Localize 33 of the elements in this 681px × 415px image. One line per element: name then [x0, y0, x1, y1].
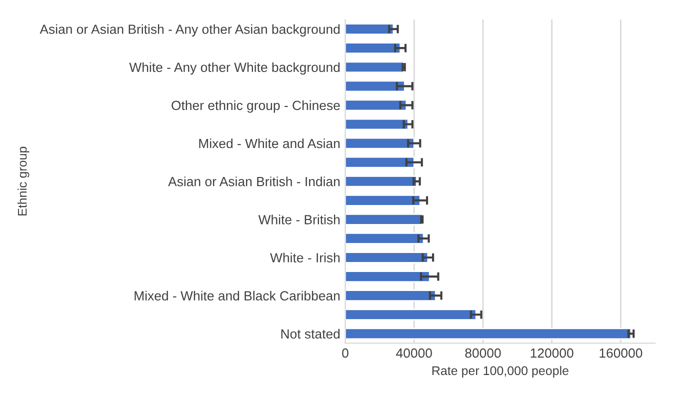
bar — [345, 99, 408, 112]
y-tick-label: Asian or Asian British - Any other Asian background — [40, 24, 340, 37]
y-tick-label: Not stated — [281, 328, 340, 339]
y-tick-label: White - Irish — [270, 252, 340, 262]
y-axis-title: Ethnic group — [18, 146, 30, 216]
bar — [345, 61, 404, 74]
y-tick-label: Other ethnic group - Chinese — [172, 100, 340, 113]
bar — [345, 194, 421, 206]
bar — [345, 232, 424, 244]
bar — [345, 308, 477, 321]
x-tick-label: 80000 — [465, 348, 501, 358]
bar — [345, 214, 423, 226]
bar — [345, 80, 406, 92]
y-tick-label: Asian or Asian British - Indian — [168, 176, 340, 186]
bar — [345, 118, 409, 130]
bar — [345, 270, 430, 282]
y-tick-label: Mixed - White and Asian — [199, 138, 340, 148]
bar — [345, 175, 418, 188]
y-tick-label: Mixed - White and Black Caribbean — [134, 290, 340, 301]
x-tick-label: 160000 — [600, 348, 642, 358]
bar — [345, 328, 632, 340]
y-tick-label: White - Any other White background — [129, 62, 340, 75]
y-tick-label: White - British — [258, 214, 340, 224]
x-tick-label: 0 — [342, 348, 348, 358]
x-tick-label: 40000 — [396, 348, 432, 358]
bar — [345, 23, 394, 35]
x-tick-label: 120000 — [530, 348, 574, 358]
bar — [345, 42, 402, 54]
bar — [345, 290, 436, 302]
bar — [345, 252, 429, 264]
x-axis-title: Rate per 100,000 people — [432, 366, 568, 378]
bar — [345, 137, 415, 150]
bar — [345, 156, 415, 168]
